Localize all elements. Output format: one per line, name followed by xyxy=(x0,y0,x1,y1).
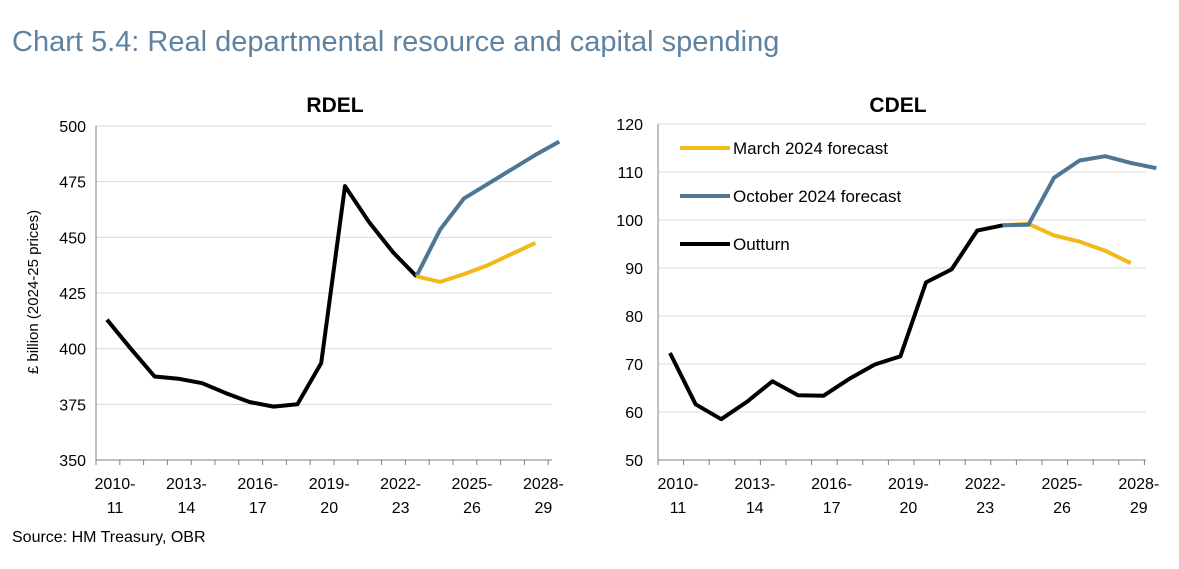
cdel-x-tick-label: 23 xyxy=(976,500,994,517)
cdel-x-tick-label: 2028- xyxy=(1118,476,1159,493)
cdel-series-october xyxy=(1002,154,1157,228)
rdel-x-tick-label: 29 xyxy=(535,500,553,517)
cdel-x-tick-label: 17 xyxy=(823,500,841,517)
rdel-x-tick-label: 2022- xyxy=(380,476,421,493)
rdel-series-outturn xyxy=(105,184,418,409)
cdel-x-tick-label: 29 xyxy=(1130,500,1148,517)
cdel-x-tick-label: 2016- xyxy=(811,476,852,493)
rdel-y-tick-label: 500 xyxy=(59,119,86,136)
cdel-y-tick-label: 80 xyxy=(625,309,643,326)
chart-legend: March 2024 forecast October 2024 forecas… xyxy=(680,139,901,254)
rdel-x-tick-labels: 2010- 11 2013- 14 2016- 17 2019- 20 2022- 23 2025-… xyxy=(95,476,564,517)
cdel-y-tick-label: 50 xyxy=(625,453,643,470)
rdel-y-tick-label: 475 xyxy=(59,175,86,192)
cdel-y-tick-label: 90 xyxy=(625,261,643,278)
source-note: Source: HM Treasury, OBR xyxy=(12,529,206,546)
rdel-series-october xyxy=(414,139,561,278)
cdel-x-tick-label: 14 xyxy=(746,500,764,517)
cdel-series-march xyxy=(1002,221,1132,265)
rdel-y-tick-label: 375 xyxy=(59,397,86,414)
cdel-x-tick-label: 20 xyxy=(900,500,918,517)
cdel-y-tick-labels: 50 60 70 80 90 100 110 120 xyxy=(616,117,643,470)
cdel-y-tick-label: 60 xyxy=(625,405,643,422)
legend-label-march: March 2024 forecast xyxy=(733,139,888,158)
rdel-y-tick-label: 450 xyxy=(59,230,86,247)
rdel-x-tick-label: 2019- xyxy=(309,476,350,493)
rdel-x-tick-label: 20 xyxy=(320,500,338,517)
cdel-y-tick-label: 120 xyxy=(616,117,643,134)
page-title: Chart 5.4: Real departmental resource an… xyxy=(12,26,780,58)
cdel-x-tick-label: 2025- xyxy=(1042,476,1083,493)
rdel-y-tick-label: 425 xyxy=(59,286,86,303)
rdel-x-tick-label: 11 xyxy=(107,500,124,517)
rdel-y-tick-label: 350 xyxy=(59,453,86,470)
legend-label-october: October 2024 forecast xyxy=(733,187,901,206)
rdel-y-tick-labels: 350 375 400 425 450 475 500 xyxy=(59,119,86,470)
legend-item-october: October 2024 forecast xyxy=(680,187,901,206)
rdel-series-march xyxy=(415,241,537,284)
rdel-x-tick-label: 2013- xyxy=(166,476,207,493)
cdel-gridlines xyxy=(658,123,1146,413)
cdel-x-tick-labels: 2010- 11 2013- 14 2016- 17 2019- 20 2022- 23 2025-… xyxy=(658,476,1160,517)
cdel-x-tick-label: 26 xyxy=(1053,500,1071,517)
cdel-y-tick-label: 110 xyxy=(617,165,643,182)
rdel-chart: RDEL £ billion (2024-25 prices) 350 375 40… xyxy=(25,94,564,517)
legend-item-march: March 2024 forecast xyxy=(680,139,888,158)
rdel-y-axis-label: £ billion (2024-25 prices) xyxy=(25,210,42,374)
cdel-x-tick-label: 11 xyxy=(670,500,687,517)
rdel-chart-title: RDEL xyxy=(306,94,363,117)
legend-item-outturn: Outturn xyxy=(680,235,790,254)
cdel-series-outturn xyxy=(668,223,1004,422)
rdel-x-tick-label: 2028- xyxy=(523,476,564,493)
cdel-x-tick-label: 2022- xyxy=(965,476,1006,493)
cdel-x-tick-label: 2019- xyxy=(888,476,929,493)
rdel-x-tick-label: 26 xyxy=(463,500,481,517)
rdel-x-tick-label: 2025- xyxy=(452,476,493,493)
cdel-series xyxy=(668,154,1157,422)
rdel-series xyxy=(105,139,561,409)
rdel-x-tick-label: 2010- xyxy=(95,476,136,493)
rdel-y-tick-label: 400 xyxy=(59,342,86,359)
rdel-x-tick-label: 14 xyxy=(178,500,196,517)
cdel-chart-title: CDEL xyxy=(869,94,926,117)
rdel-x-tick-label: 17 xyxy=(249,500,267,517)
cdel-y-tick-label: 70 xyxy=(625,357,643,374)
cdel-x-tick-label: 2013- xyxy=(734,476,775,493)
rdel-axes xyxy=(95,126,552,465)
cdel-x-tick-label: 2010- xyxy=(658,476,699,493)
legend-label-outturn: Outturn xyxy=(733,235,790,254)
rdel-x-tick-label: 2016- xyxy=(237,476,278,493)
cdel-y-tick-label: 100 xyxy=(616,213,643,230)
rdel-x-tick-label: 23 xyxy=(392,500,410,517)
cdel-axes xyxy=(657,124,1146,465)
